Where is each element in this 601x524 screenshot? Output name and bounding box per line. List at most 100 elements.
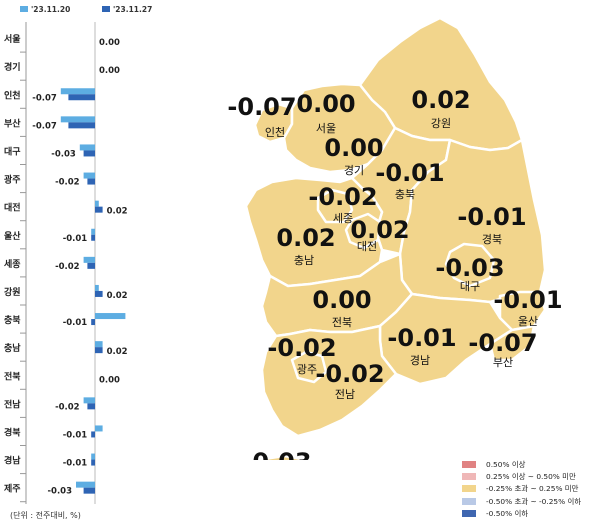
category-label: 경북: [4, 426, 21, 438]
bar-series-2: [87, 178, 95, 185]
value-label-gwangju: -0.02: [267, 334, 336, 362]
value-label-gyeongnam: -0.01: [387, 324, 456, 352]
bar-series-2: [87, 262, 95, 269]
value-label: 0.02: [107, 291, 128, 301]
name-label-daegu: 대구: [460, 280, 480, 293]
bar-series-1: [79, 144, 95, 151]
value-label-chungnam: 0.02: [276, 224, 335, 252]
value-label: 0.00: [99, 66, 120, 76]
legend-item: 0.25% 이상 ~ 0.50% 미만: [462, 470, 601, 482]
name-label-gyeongbuk: 경북: [482, 233, 502, 246]
category-label: 충북: [4, 314, 21, 326]
value-label: 0.00: [99, 38, 120, 48]
legend-item: -0.50% 초과 ~ -0.25% 이하: [462, 495, 601, 507]
name-label-seoul: 서울: [316, 122, 336, 135]
legend-swatch: [462, 497, 476, 505]
category-label: 경남: [4, 455, 21, 467]
bar-series-1: [95, 425, 103, 432]
bar-series-1: [83, 172, 95, 179]
value-label-gyeonggi: 0.00: [324, 134, 383, 162]
name-label-sejong: 세종: [333, 212, 353, 225]
category-label: 서울: [4, 33, 21, 45]
region-daegu: [444, 242, 496, 288]
bar-series-1: [76, 481, 95, 488]
value-label: -0.01: [63, 430, 88, 440]
bar-series-1: [95, 200, 99, 207]
value-label-daegu: -0.03: [435, 254, 504, 282]
bar-series-1: [95, 313, 126, 320]
legend-swatch: [462, 460, 476, 468]
value-label: 0.02: [107, 347, 128, 357]
legend-label: -0.50% 초과 ~ -0.25% 이하: [486, 496, 582, 506]
region-jeonnam: [260, 324, 398, 438]
value-label: 0.02: [107, 207, 128, 217]
region-daejeon: [344, 212, 382, 250]
name-label-gangwon: 강원: [431, 117, 451, 130]
value-label-busan: -0.07: [468, 329, 537, 357]
value-label: -0.01: [63, 318, 88, 328]
value-label: -0.01: [63, 234, 88, 244]
bar-series-2: [83, 487, 95, 494]
legend-item: -0.25% 초과 ~ 0.25% 미만: [462, 483, 601, 495]
bar-series-2: [95, 290, 103, 297]
category-label: 강원: [4, 286, 21, 298]
category-label: 충남: [4, 342, 21, 354]
bar-series-1: [91, 453, 95, 460]
value-label-jeonbuk: 0.00: [312, 286, 371, 314]
region-sejong: [316, 188, 354, 224]
legend-label: -0.50% 이하: [486, 509, 529, 519]
value-label-gangwon: 0.02: [411, 86, 470, 114]
region-busan: [488, 324, 536, 362]
legend-label: 0.50% 이상: [486, 459, 526, 469]
category-label: 광주: [4, 174, 21, 186]
legend-label-series-1: '23.11.20: [31, 5, 70, 14]
name-label-incheon: 인천: [265, 125, 285, 139]
legend-item: -0.50% 이하: [462, 508, 601, 520]
value-label: -0.01: [63, 459, 88, 469]
legend-label: 0.25% 이상 ~ 0.50% 미만: [486, 472, 576, 482]
legend-swatch-series-1: [20, 6, 28, 12]
category-label: 울산: [4, 230, 21, 242]
value-label-jeju: -0.03: [242, 448, 311, 460]
name-label-busan: 부산: [493, 356, 513, 369]
value-label: -0.03: [51, 149, 76, 159]
regional-price-map: -0.07 인천 0.00 서울 0.02 강원 0.00 경기 -0.01 충…: [227, 16, 563, 460]
value-label-ulsan: -0.01: [493, 286, 562, 314]
value-label: 0.00: [99, 375, 120, 385]
name-label-jeonnam: 전남: [335, 388, 355, 401]
bar-series-2: [68, 122, 95, 129]
value-label-seoul: 0.00: [296, 90, 355, 118]
category-label: 부산: [4, 117, 21, 129]
bar-series-1: [95, 341, 103, 348]
name-label-gyeonggi: 경기: [344, 164, 364, 177]
legend-item: 0.50% 이상: [462, 458, 601, 470]
value-label-gyeongbuk: -0.01: [457, 203, 526, 231]
bar-series-2: [87, 403, 95, 410]
value-label: -0.07: [32, 93, 57, 103]
value-label-incheon: -0.07: [227, 93, 296, 121]
bar-series-2: [91, 431, 95, 438]
map-labels: -0.07 인천 0.00 서울 0.02 강원 0.00 경기 -0.01 충…: [227, 86, 562, 460]
name-label-jeonbuk: 전북: [332, 316, 352, 329]
category-label: 세종: [4, 258, 21, 270]
bar-series-1: [95, 284, 99, 291]
bar-series-2: [95, 206, 103, 213]
category-label: 대구: [4, 145, 21, 157]
category-label: 전북: [4, 370, 21, 382]
bar-series-1: [91, 228, 95, 235]
legend-swatch: [462, 485, 476, 493]
region-jeju: [256, 454, 310, 460]
category-label: 경기: [4, 61, 21, 73]
bar-series-2: [91, 459, 95, 466]
bar-series-2: [83, 150, 95, 157]
map-regions: [244, 16, 547, 460]
legend-label: -0.25% 초과 ~ 0.25% 미만: [486, 484, 579, 494]
category-label: 제주: [4, 483, 21, 495]
map-legend: 0.50% 이상 0.25% 이상 ~ 0.50% 미만 -0.25% 초과 ~…: [462, 458, 601, 520]
value-label-daejeon: 0.02: [350, 216, 409, 244]
name-label-gwangju: 광주: [297, 363, 317, 376]
value-label: -0.03: [48, 487, 73, 497]
value-label: -0.02: [55, 262, 80, 272]
bar-series-1: [83, 397, 95, 404]
name-label-daejeon: 대전: [357, 240, 377, 253]
